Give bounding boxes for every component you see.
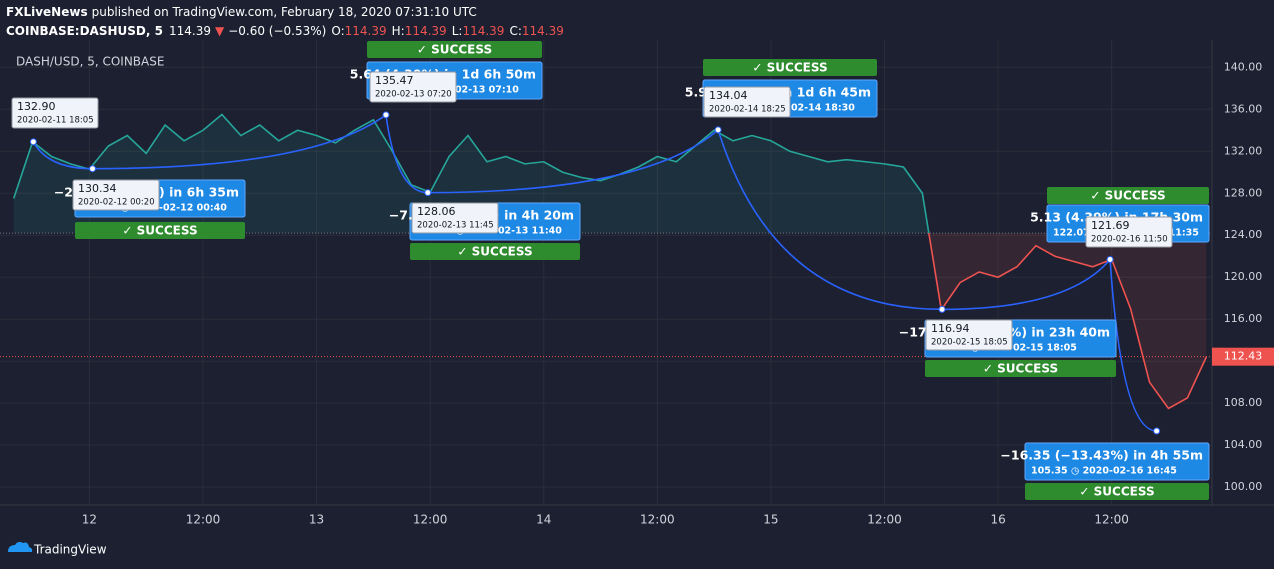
pivot-label-box [925,319,1013,351]
pivot-point [938,305,946,313]
pivot-date: 2020-02-13 11:45 [417,221,494,231]
pivot-date: 2020-02-14 18:25 [709,105,786,115]
pivot-point [29,138,37,146]
pivot-point [424,189,432,197]
plot: 100.00104.00108.00112.00116.00120.00124.… [0,40,1274,527]
o-label: O: [331,24,344,38]
pivot-label-box [369,71,457,103]
pivot-date: 2020-02-13 07:20 [375,90,452,100]
symbol-line: COINBASE:DASHUSD, 5 114.39 ▼ −0.60 (−0.53%)… [6,24,564,38]
projection-arc [32,141,93,170]
x-tick-label: 12:00 [413,513,448,527]
status-label: ✓ SUCCESS [122,224,197,238]
y-tick-label: 108.00 [1224,396,1263,409]
status-badge [75,222,245,239]
y-tick-label: 136.00 [1224,102,1263,115]
published: published on TradingView.com, February 1… [92,5,477,19]
logo [8,541,33,552]
x-tick-label: 15 [763,513,778,527]
legend-title: DASH/USD, 5, COINBASE [16,55,164,69]
status-badge [410,243,580,260]
x-tick-label: 12:00 [640,513,675,527]
last-price-tag [1212,347,1274,366]
pivot-date: 2020-02-16 11:50 [1091,235,1168,245]
x-tick-label: 13 [309,513,324,527]
pivot-date: 2020-02-15 18:05 [931,338,1008,348]
publisher: FXLiveNews [6,5,88,19]
pivot-point [1153,427,1161,435]
pivot-label-box [411,202,499,234]
y-tick-label: 124.00 [1224,228,1263,241]
pivot-point [89,165,97,173]
pivot-price: 116.94 [931,322,970,335]
header-line: FXLiveNews published on TradingView.com, … [6,5,477,19]
projection-detail: 105.35 ◷ 2020-02-16 16:45 [1031,466,1177,477]
pivot-date: 2020-02-12 00:20 [78,198,155,208]
projection-arc [92,114,387,170]
y-tick-label: 132.00 [1224,144,1263,157]
y-tick-label: 104.00 [1224,438,1263,451]
c-label: C: [509,24,521,38]
status-label: ✓ SUCCESS [1079,485,1154,499]
last-price-label: 112.43 [1224,350,1263,363]
projection-arc [427,129,719,194]
pivot-label-box [72,179,160,211]
price-line-below [928,233,1208,410]
x-tick-label: 14 [536,513,551,527]
o-value: 114.39 [345,24,387,38]
y-tick-label: 140.00 [1224,60,1263,73]
y-tick-label: 128.00 [1224,186,1263,199]
status-label: ✓ SUCCESS [983,362,1058,376]
arrow: ▼ [215,24,225,38]
l-label: L: [452,24,463,38]
x-tick-label: 12:00 [867,513,902,527]
pivot-price: 130.34 [78,182,117,195]
status-badge [367,41,542,58]
x-tick-label: 12 [82,513,97,527]
x-tick-label: 12:00 [186,513,221,527]
projection-box [1024,442,1210,481]
pivot-price: 128.06 [417,205,456,218]
pivot-point [714,126,722,134]
pivot-date: 2020-02-11 18:05 [17,116,94,126]
c-value: 114.39 [522,24,564,38]
projection-change: −16.35 (−13.43%) in 4h 55m [1000,448,1203,463]
projection-arc [385,114,428,194]
h-value: 114.39 [405,24,447,38]
l-value: 114.39 [462,24,504,38]
status-badge [1047,187,1209,204]
h-label: H: [392,24,405,38]
projection-arc [1109,259,1157,432]
status-label: ✓ SUCCESS [417,43,492,57]
status-label: ✓ SUCCESS [1090,189,1165,203]
area-below [13,233,1207,409]
projection-arc [942,258,1111,311]
footer-brand: TradingView [33,543,107,557]
change: −0.60 (−0.53%) [228,24,326,38]
status-label: ✓ SUCCESS [752,61,827,75]
pivot-price: 135.47 [375,74,414,87]
y-tick-label: 116.00 [1224,312,1263,325]
status-badge [925,360,1116,377]
pivot-label-box [1085,216,1173,248]
status-badge [703,59,877,76]
status-badge [1025,483,1209,500]
pivot-price: 121.69 [1091,219,1130,232]
y-tick-label: 100.00 [1224,480,1263,493]
pivot-price: 132.90 [17,100,56,113]
pivot-label-box [11,97,99,129]
projection-arc [717,129,943,311]
pivot-label-box [703,86,791,118]
y-tick-label: 120.00 [1224,270,1263,283]
symbol: COINBASE:DASHUSD, 5 [6,24,163,38]
pivot-point [1106,255,1114,263]
status-label: ✓ SUCCESS [457,245,532,259]
x-tick-label: 16 [990,513,1005,527]
pivot-point [382,111,390,119]
x-tick-label: 12:00 [1094,513,1129,527]
price: 114.39 [169,24,211,38]
pivot-price: 134.04 [709,89,748,102]
